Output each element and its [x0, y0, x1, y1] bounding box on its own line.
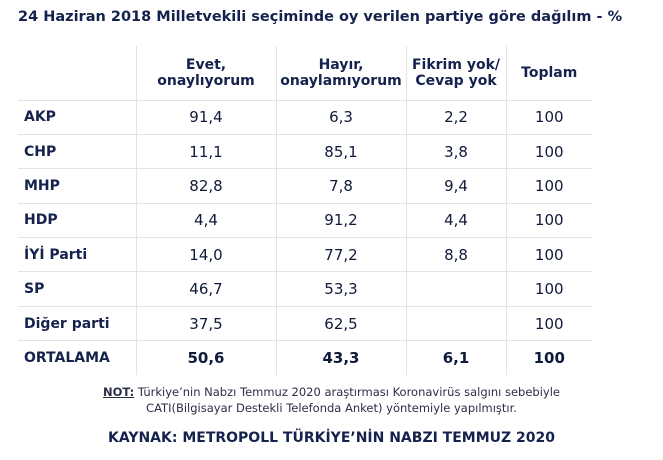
table-cell: 4,4 [135, 202, 277, 239]
row-label: AKP [18, 99, 137, 135]
table-cell: 100 [505, 202, 592, 239]
row-label: Diğer parti [18, 305, 137, 342]
source-line: KAYNAK: METROPOLL TÜRKİYE’NİN NABZI TEMM… [107, 430, 556, 446]
table-cell: 77,2 [275, 237, 407, 273]
table-row: HDP 4,4 91,2 4,4 100 [18, 202, 592, 239]
table-cell: 14,0 [135, 237, 277, 273]
table-cell: 4,4 [405, 202, 507, 239]
table-cell: 82,8 [135, 168, 277, 204]
table-cell: 100 [505, 237, 592, 273]
table-cell: 11,1 [135, 133, 277, 170]
table-cell: 46,7 [135, 271, 277, 307]
footnote: NOT: Türkiye’nin Nabzı Temmuz 2020 araşt… [0, 384, 663, 416]
column-header: Toplam [505, 46, 592, 101]
table-cell: 8,8 [405, 237, 507, 273]
table-row: SP 46,7 53,3 100 [18, 271, 592, 307]
table-row: CHP 11,1 85,1 3,8 100 [18, 133, 592, 170]
table-cell: 6,1 [405, 340, 507, 376]
table-cell: 100 [505, 305, 592, 342]
table-cell [405, 305, 507, 342]
table-cell: 100 [505, 168, 592, 204]
row-label: SP [18, 271, 137, 307]
table-cell: 100 [505, 99, 592, 135]
header-corner [18, 46, 137, 101]
table-cell: 43,3 [275, 340, 407, 376]
note-label: NOT: [103, 385, 135, 399]
table-row: ORTALAMA 50,6 43,3 6,1 100 [18, 340, 592, 376]
row-label: MHP [18, 168, 137, 204]
table-cell: 2,2 [405, 99, 507, 135]
table-cell: 3,8 [405, 133, 507, 170]
table-cell: 53,3 [275, 271, 407, 307]
table-cell: 50,6 [135, 340, 277, 376]
note-text-line2: CATI(Bilgisayar Destekli Telefonda Anket… [146, 401, 517, 415]
table-row: AKP 91,4 6,3 2,2 100 [18, 99, 592, 135]
table-cell: 85,1 [275, 133, 407, 170]
table-cell: 100 [505, 340, 592, 376]
table-cell: 100 [505, 133, 592, 170]
header-row: Evet, onaylıyorum Hayır, onaylamıyorum Fik… [18, 46, 592, 101]
row-label: CHP [18, 133, 137, 170]
table-row: Diğer parti 37,5 62,5 100 [18, 305, 592, 342]
column-header: Hayır, onaylamıyorum [275, 46, 407, 101]
column-header: Fikrim yok/Cevap yok [405, 46, 507, 101]
row-label: ORTALAMA [18, 340, 137, 376]
row-label: HDP [18, 202, 137, 239]
row-label: İYİ Parti [18, 237, 137, 273]
table-cell: 100 [505, 271, 592, 307]
table-cell: 62,5 [275, 305, 407, 342]
table-cell [405, 271, 507, 307]
table-cell: 6,3 [275, 99, 407, 135]
column-header: Evet, onaylıyorum [135, 46, 277, 101]
chart-title: 24 Haziran 2018 Milletvekili seçiminde o… [18, 9, 623, 25]
data-table: Evet, onaylıyorum Hayır, onaylamıyorum Fik… [18, 46, 592, 376]
table-cell: 37,5 [135, 305, 277, 342]
table-cell: 91,2 [275, 202, 407, 239]
note-text-line1: Türkiye’nin Nabzı Temmuz 2020 araştırmas… [134, 385, 560, 399]
table-row: İYİ Parti 14,0 77,2 8,8 100 [18, 237, 592, 273]
table-cell: 9,4 [405, 168, 507, 204]
table-row: MHP 82,8 7,8 9,4 100 [18, 168, 592, 204]
table-cell: 7,8 [275, 168, 407, 204]
table-cell: 91,4 [135, 99, 277, 135]
